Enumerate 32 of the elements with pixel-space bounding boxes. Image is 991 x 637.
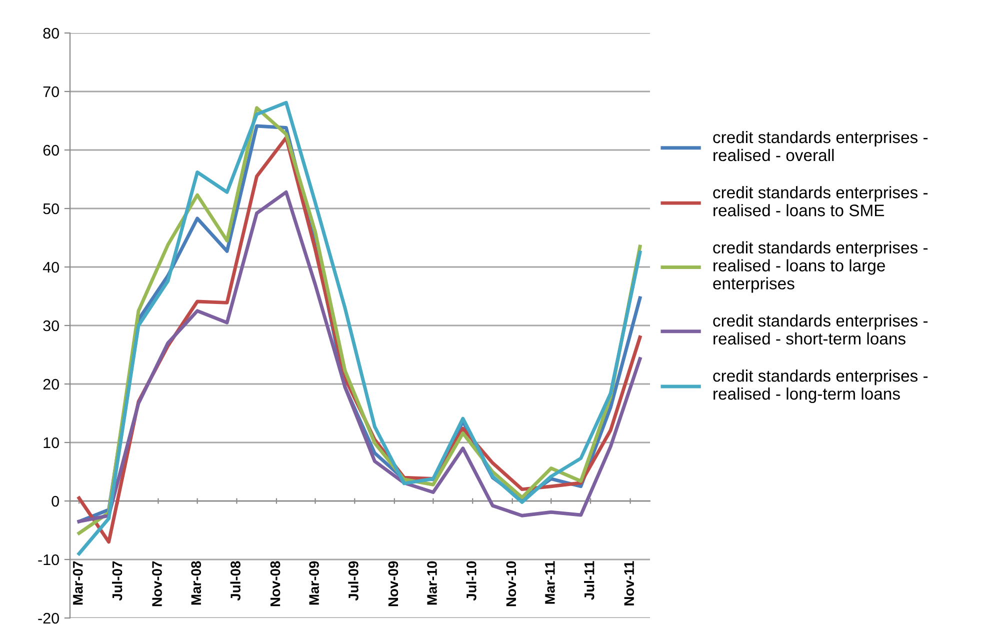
x-tick-label: Mar-08 — [191, 561, 202, 605]
y-tick-label: 10 — [44, 437, 59, 448]
x-tick-label: Nov-10 — [506, 561, 516, 606]
legend-label: credit standards enterprises - realised - overall — [713, 130, 928, 162]
x-tick-label: Nov-07 — [152, 561, 162, 606]
x-tick-label: Mar-10 — [427, 561, 437, 605]
legend-label: credit standards enterprises - realised - long-term loans — [713, 370, 928, 404]
x-tick-label: Jul-09 — [348, 561, 358, 601]
y-tick-label: 0 — [52, 496, 59, 507]
x-tick-label: Nov-11 — [624, 561, 634, 606]
legend-label: credit standards enterprises - realised - short-term loans — [713, 314, 928, 345]
x-tick-label: Mar-09 — [309, 561, 319, 605]
x-tick-label: Jul-10 — [466, 561, 476, 601]
y-tick-label: 60 — [43, 144, 59, 156]
x-tick-label: Jul-08 — [230, 561, 240, 601]
x-tick-label: Nov-09 — [388, 561, 398, 606]
y-tick-label: 50 — [43, 203, 59, 214]
y-tick-label: -20 — [38, 612, 59, 624]
y-tick-label: 40 — [42, 262, 59, 273]
y-tick-label: 70 — [43, 86, 59, 98]
y-tick-label: -10 — [38, 554, 59, 566]
y-tick-label: 80 — [43, 28, 59, 39]
line-series — [77, 190, 642, 524]
legend-label: credit standards enterprises - realised - loans to SME — [713, 186, 928, 216]
x-tick-label: Jul-07 — [112, 561, 122, 601]
legend-label: credit standards enterprises - realised - loans to large enterprises — [713, 241, 928, 293]
y-tick-label: 20 — [43, 378, 59, 390]
x-tick-label: Jul-11 — [584, 561, 594, 600]
y-tick-label: 30 — [43, 320, 59, 332]
x-tick-label: Nov-08 — [270, 561, 280, 606]
x-tick-label: Mar-11 — [545, 561, 555, 604]
x-tick-label: Mar-07 — [72, 561, 83, 605]
